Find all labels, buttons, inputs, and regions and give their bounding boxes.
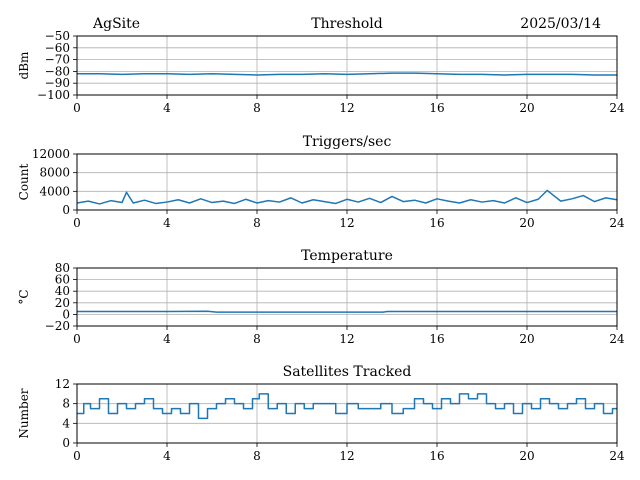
satellites-panel: 0 4 8 12 16 20 24 0 4 8 12 Satellites Tracked Number [17,364,625,463]
satellites-x-tick-label: 8 [253,449,261,463]
threshold-x-tick-label: 24 [609,101,625,115]
triggers-x-tick-label: 8 [253,216,261,230]
threshold-x-tick-label: 16 [429,101,444,115]
triggers-series-line [76,189,618,205]
temperature-y-tick-label: 80 [55,261,70,275]
temperature-x-tick-label: 8 [253,332,261,346]
triggers-y-tick-label: 0 [62,203,70,217]
temperature-series-line [77,310,617,313]
threshold-y-tick-label: −70 [45,53,70,67]
date-label: 2025/03/14 [520,16,601,32]
temperature-x-tick-label: 4 [163,332,171,346]
temperature-x-tick-label: 20 [519,332,534,346]
triggers-chart-title: Triggers/sec [303,134,392,150]
threshold-y-axis-label: dBm [17,51,31,80]
triggers-y-tick-label: 12000 [32,147,70,161]
triggers-y-tick-label: 4000 [39,184,70,198]
triggers-x-tick-label: 16 [429,216,444,230]
satellites-x-tick-label: 12 [339,449,354,463]
satellites-x-tick-label: 4 [163,449,171,463]
triggers-y-axis-label: Count [17,163,31,200]
threshold-x-tick-label: 4 [163,101,171,115]
threshold-x-tick-label: 20 [519,101,534,115]
temperature-y-tick-label: 0 [62,307,70,321]
temperature-y-tick-label: 40 [55,284,70,298]
threshold-y-tick-label: −90 [45,76,70,90]
satellites-y-tick-label: 12 [55,377,70,391]
satellites-x-tick-label: 20 [519,449,534,463]
triggers-x-tick-label: 20 [519,216,534,230]
temperature-y-axis-label: °C [17,289,31,304]
triggers-panel: 0 4 8 12 16 20 24 0 4000 8000 12000 Triggers/sec Cou… [17,134,625,230]
satellites-x-tick-label: 16 [429,449,444,463]
triggers-y-tick-label: 8000 [39,166,70,180]
threshold-y-tick-label: −80 [45,64,70,78]
temperature-x-tick-label: 16 [429,332,444,346]
temperature-y-tick-label: −20 [45,319,70,333]
triggers-x-tick-label: 0 [73,216,81,230]
threshold-panel: 0 4 8 12 16 20 24 −100−90−80−70−60−50 Threshold d… [17,16,625,115]
temperature-x-tick-label: 0 [73,332,81,346]
triggers-x-tick-label: 24 [609,216,625,230]
triggers-x-tick-label: 12 [339,216,354,230]
satellites-chart-title: Satellites Tracked [283,364,412,380]
temperature-chart-title: Temperature [301,248,393,264]
threshold-y-tick-label: −60 [45,41,70,55]
site-label: AgSite [92,16,140,32]
temperature-y-tick-label: 60 [55,273,70,287]
chart-panels: 0 4 8 12 16 20 24 −100−90−80−70−60−50 Threshold d… [17,16,625,463]
satellites-x-tick-label: 0 [73,449,81,463]
satellites-y-tick-label: 4 [62,416,70,430]
threshold-y-tick-label: −100 [37,88,70,102]
threshold-x-tick-label: 8 [253,101,261,115]
threshold-chart-title: Threshold [311,16,382,32]
threshold-y-tick-label: −50 [45,29,70,43]
satellites-y-tick-label: 8 [62,397,70,411]
threshold-series-line [77,72,617,76]
temperature-x-tick-label: 12 [339,332,354,346]
satellites-y-axis-label: Number [17,388,31,438]
satellites-x-tick-label: 24 [609,449,625,463]
satellites-series-line [77,393,617,420]
triggers-x-tick-label: 4 [163,216,171,230]
threshold-x-tick-label: 0 [73,101,81,115]
satellites-y-tick-label: 0 [62,436,70,450]
temperature-x-tick-label: 24 [609,332,625,346]
temperature-y-tick-label: 20 [55,296,70,310]
threshold-x-tick-label: 12 [339,101,354,115]
